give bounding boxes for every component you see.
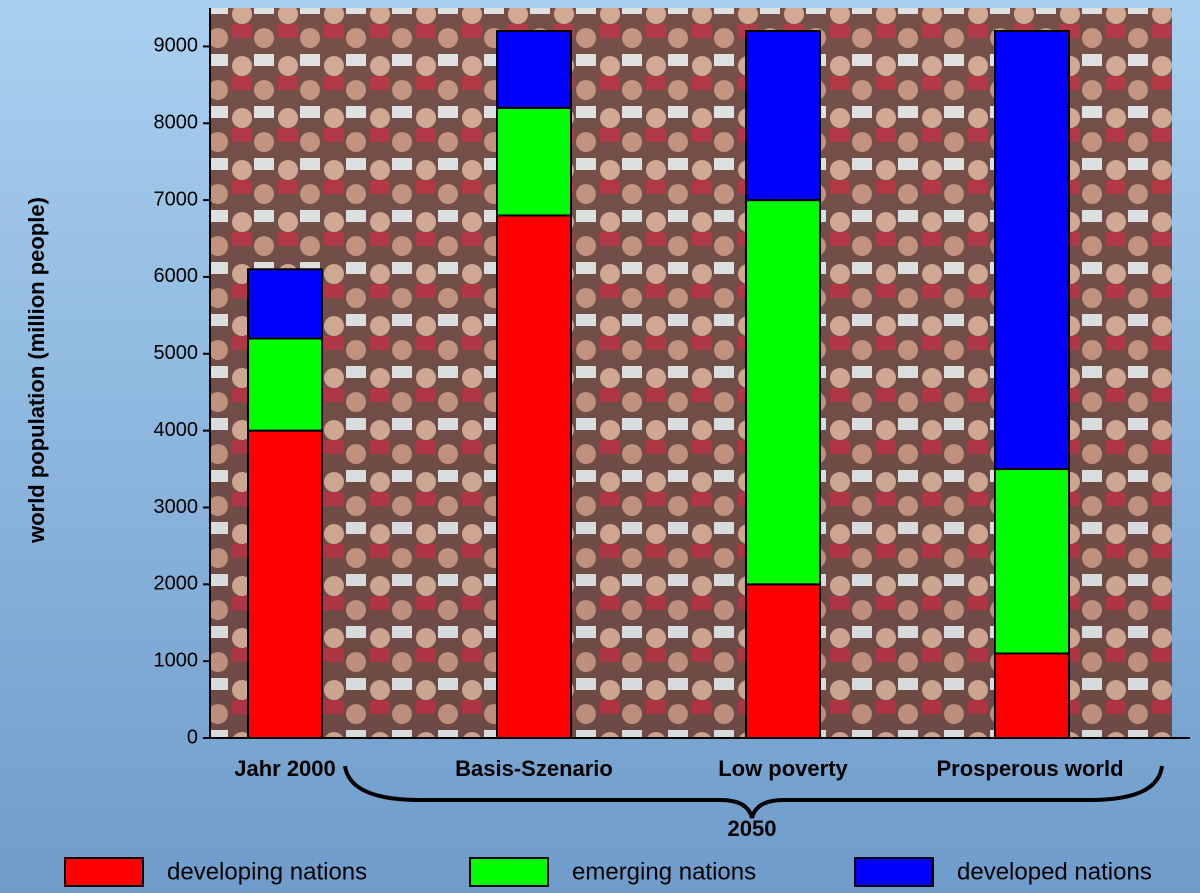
y-tick-label: 9000 (154, 35, 199, 57)
bar-segment (995, 469, 1069, 653)
bar-segment (248, 431, 322, 738)
x-tick-label: Prosperous world (936, 756, 1123, 781)
x-tick-label: Low poverty (718, 756, 848, 781)
y-tick-label: 7000 (154, 188, 199, 210)
legend-swatch (470, 858, 548, 886)
bar-segment (497, 215, 571, 738)
legend-label: emerging nations (572, 858, 756, 885)
bar-segment (746, 200, 820, 584)
bar-segment (746, 31, 820, 200)
legend-swatch (855, 858, 933, 886)
y-axis-label: world population (million people) (24, 197, 49, 544)
bar-segment (497, 31, 571, 108)
legend-swatch (65, 858, 143, 886)
y-tick-label: 5000 (154, 342, 199, 364)
y-tick-label: 2000 (154, 573, 199, 595)
page: {"chart_data": {"type": "bar", "stacked"… (0, 0, 1200, 893)
y-tick-label: 8000 (154, 112, 199, 134)
bar-segment (995, 653, 1069, 738)
x-tick-label: Basis-Szenario (455, 756, 613, 781)
annotation: 2050 (728, 816, 777, 841)
legend-label: developed nations (957, 858, 1152, 885)
legend-label: developing nations (167, 858, 367, 885)
y-tick-label: 0 (187, 726, 198, 748)
bar-segment (248, 269, 322, 338)
bar-segment (995, 31, 1069, 469)
y-tick-label: 4000 (154, 419, 199, 441)
y-tick-label: 6000 (154, 265, 199, 287)
bar-segment (746, 584, 820, 738)
chart: world population (million people) 2050 0… (0, 0, 1200, 893)
y-tick-label: 3000 (154, 496, 199, 518)
y-tick-label: 1000 (154, 649, 199, 671)
bar-segment (248, 338, 322, 430)
x-tick-label: Jahr 2000 (234, 756, 336, 781)
bar-segment (497, 108, 571, 216)
